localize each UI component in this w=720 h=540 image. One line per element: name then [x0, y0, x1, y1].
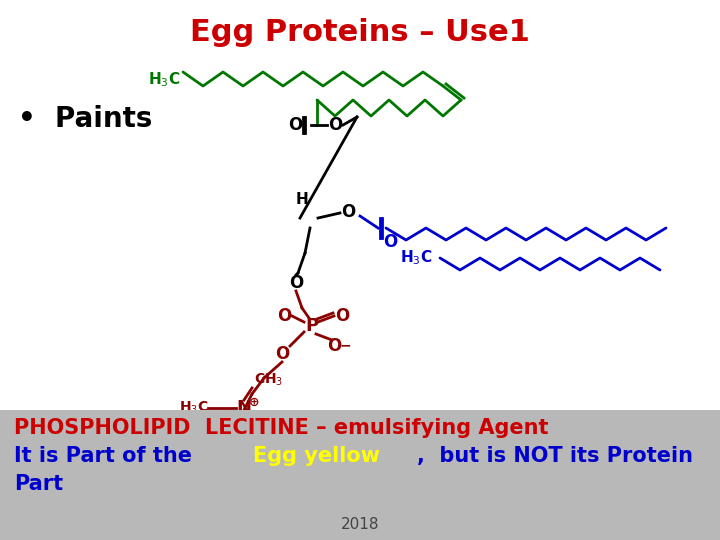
- Text: O: O: [288, 116, 302, 134]
- Text: ⊕: ⊕: [248, 395, 259, 408]
- Text: ,  but is NOT its Protein: , but is NOT its Protein: [417, 446, 693, 466]
- Text: O: O: [275, 345, 289, 363]
- Text: PHOSPHOLIPID  LECITINE – emulsifying Agent: PHOSPHOLIPID LECITINE – emulsifying Agen…: [14, 418, 549, 438]
- Text: O: O: [277, 307, 291, 325]
- Text: 2018: 2018: [341, 517, 379, 532]
- Text: Egg Proteins – Use1: Egg Proteins – Use1: [190, 18, 530, 47]
- Text: Part: Part: [14, 474, 63, 494]
- Text: •  Paints: • Paints: [18, 105, 153, 133]
- Text: P: P: [305, 317, 318, 335]
- Text: CH$_3$: CH$_3$: [254, 372, 283, 388]
- Text: Egg yellow: Egg yellow: [253, 446, 380, 466]
- Text: N: N: [236, 399, 251, 417]
- Text: O: O: [335, 307, 349, 325]
- Text: O: O: [327, 337, 341, 355]
- Text: −: −: [339, 338, 351, 352]
- Text: H$_3$C: H$_3$C: [148, 71, 180, 89]
- Text: O: O: [328, 116, 342, 134]
- Text: O: O: [383, 233, 397, 251]
- Text: O: O: [289, 274, 303, 292]
- Text: H: H: [296, 192, 308, 207]
- Text: H$_3$C: H$_3$C: [179, 400, 209, 416]
- Bar: [0, 410, 720, 540]
- Text: H$_3$C: H$_3$C: [194, 428, 224, 444]
- Text: It is Part of the: It is Part of the: [14, 446, 199, 466]
- Text: O: O: [341, 203, 355, 221]
- Text: H$_3$C: H$_3$C: [400, 248, 432, 267]
